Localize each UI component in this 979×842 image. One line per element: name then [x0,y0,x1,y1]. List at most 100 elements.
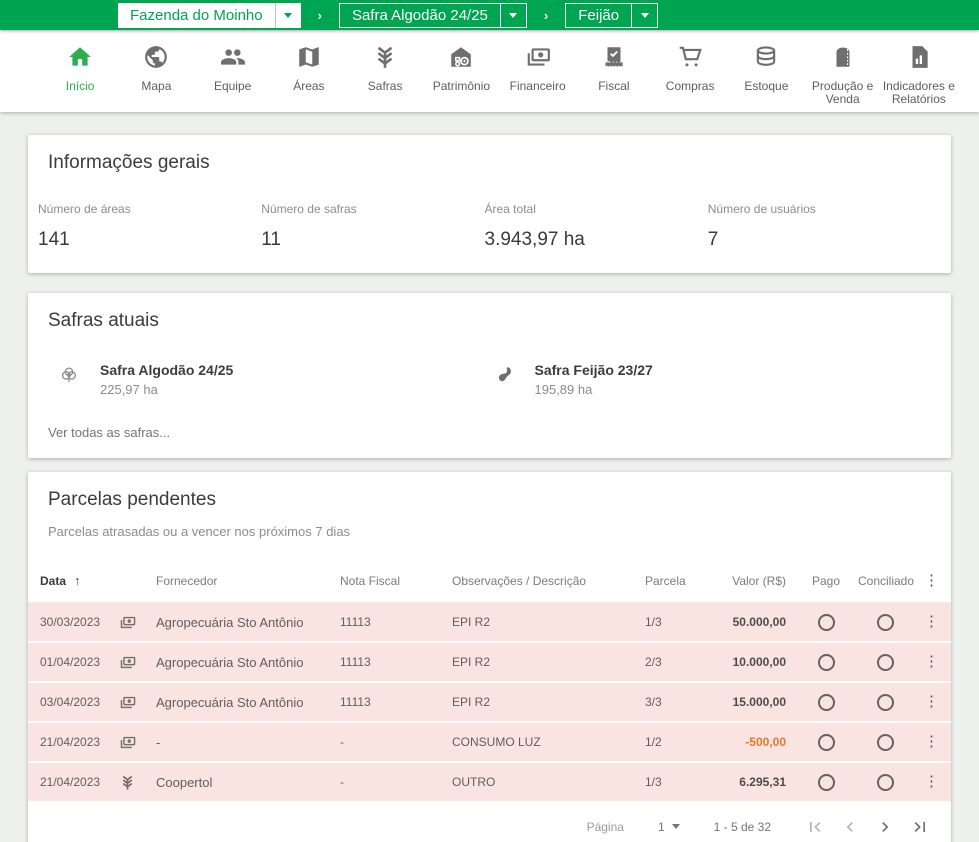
pago-toggle[interactable] [817,653,835,671]
chevron-down-icon[interactable] [499,3,526,27]
stat-value: 7 [707,229,719,250]
cell-value: 6.295,31 [739,775,786,789]
report-chart-icon [906,43,932,71]
table-row[interactable]: 01/04/2023 Agropecuária Sto Antônio 1111… [28,643,951,683]
cell-description: EPI R2 [452,655,491,669]
row-menu-button[interactable]: ⋮ [924,693,939,710]
cell-description: EPI R2 [452,695,491,709]
cell-supplier: Agropecuária Sto Antônio [156,614,304,630]
column-header-conciliado[interactable]: Conciliado [858,573,915,588]
crop-selector[interactable]: Feijão [565,2,659,28]
nav-item-equipe[interactable]: Equipe [195,43,271,93]
conciliado-toggle[interactable] [876,773,894,791]
receipt-check-icon [601,43,627,71]
nav-item-patrimonio[interactable]: Patrimônio [423,43,499,93]
page-select[interactable]: 1 [658,820,680,834]
cell-invoice: 11113 [340,695,371,709]
farm-selector[interactable]: Fazenda do Moinho [118,2,301,28]
banknote-icon [113,654,156,671]
card-subtitle: Parcelas atrasadas ou a vencer nos próxi… [48,524,351,539]
harvest-item[interactable]: Safra Algodão 24/25 225,97 ha [58,362,495,397]
conciliado-toggle[interactable] [876,653,894,671]
nav-item-safras[interactable]: Safras [347,43,423,93]
nav-label: Mapa [141,79,172,93]
nav-item-fiscal[interactable]: Fiscal [576,43,652,93]
cell-supplier: Agropecuária Sto Antônio [156,654,304,670]
page-content: Informações gerais Número de áreas 141 N… [0,112,979,842]
chevron-down-icon[interactable] [631,3,657,27]
stat-value: 141 [38,229,70,250]
cell-installment: 3/3 [645,695,662,709]
harvest-name: Safra Algodão 24/25 [100,362,234,378]
column-header-parcela[interactable]: Parcela [645,573,686,588]
nav-item-estoque[interactable]: Estoque [728,43,804,93]
nav-item-mapa[interactable]: Mapa [118,43,194,93]
cell-value: 15.000,00 [732,695,786,709]
column-header-pago[interactable]: Pago [811,573,841,588]
pending-installments-card: Parcelas pendentes Parcelas atrasadas ou… [28,472,951,842]
nav-item-financeiro[interactable]: Financeiro [500,43,576,93]
pago-toggle[interactable] [817,693,835,711]
nav-label: Equipe [213,79,252,93]
nav-item-areas[interactable]: Áreas [271,43,347,93]
table-row[interactable]: 21/04/2023 - - CONSUMO LUZ 1/2 -500,00 ⋮ [28,723,951,763]
cell-installment: 2/3 [645,655,662,669]
harvest-text: Safra Algodão 24/25 225,97 ha [100,362,233,397]
pago-toggle[interactable] [817,613,835,631]
nav-item-inicio[interactable]: Início [42,43,118,93]
harvest-item[interactable]: Safra Feijão 23/27 195,89 ha [495,362,932,397]
harvest-selector-label: Safra Algodão 24/25 [351,6,488,24]
silo-icon [830,43,856,71]
row-menu-button[interactable]: ⋮ [924,773,939,790]
cotton-icon [58,364,80,391]
conciliado-toggle[interactable] [876,733,894,751]
first-page-button[interactable] [797,814,832,840]
table-menu-button[interactable]: ⋮ [924,571,939,589]
cell-description: EPI R2 [452,615,491,629]
row-menu-button[interactable]: ⋮ [924,653,939,670]
row-menu-button[interactable]: ⋮ [924,733,939,750]
banknote-icon [113,734,156,751]
pago-toggle[interactable] [817,733,835,751]
nav-item-compras[interactable]: Compras [652,43,728,93]
home-icon [67,43,93,71]
nav-label: Indicadores e Relatórios [882,79,955,106]
conciliado-toggle[interactable] [876,613,894,631]
general-info-card: Informações gerais Número de áreas 141 N… [28,135,951,273]
nav-label: Patrimônio [432,79,491,93]
harvest-selector[interactable]: Safra Algodão 24/25 [338,2,527,28]
cell-installment: 1/3 [645,615,662,629]
conciliado-toggle[interactable] [876,693,894,711]
column-header-data[interactable]: Data ↑ [40,573,113,588]
nav-item-producao-venda[interactable]: Produção e Venda [805,43,881,106]
previous-page-button[interactable] [832,814,867,840]
stack-icon [753,43,779,71]
main-nav: Início Mapa Equipe Áreas Safras Patrimôn… [0,30,979,112]
nav-item-indicadores-relatorios[interactable]: Indicadores e Relatórios [881,43,957,106]
cell-invoice: - [340,735,344,749]
sort-asc-icon[interactable]: ↑ [74,573,81,588]
nav-label: Compras [665,79,715,93]
view-all-harvests-link[interactable]: Ver todas as safras... [48,425,171,440]
chevron-down-icon[interactable] [274,2,301,28]
nav-label: Safras [367,79,403,93]
crop-selector-label: Feijão [578,6,620,24]
column-header-observacoes[interactable]: Observações / Descrição [452,573,587,588]
table-row[interactable]: 21/04/2023 Coopertol - OUTRO 1/3 6.295,3… [28,763,951,803]
nav-label: Produção e Venda [811,79,874,106]
table-row[interactable]: 03/04/2023 Agropecuária Sto Antônio 1111… [28,683,951,723]
nav-label: Áreas [293,79,325,93]
page-number: 1 [657,819,665,834]
last-page-button[interactable] [902,814,937,840]
column-header-nota-fiscal[interactable]: Nota Fiscal [340,573,401,588]
table-row[interactable]: 30/03/2023 Agropecuária Sto Antônio 1111… [28,603,951,643]
next-page-button[interactable] [867,814,902,840]
cell-date: 01/04/2023 [40,655,101,669]
column-header-valor[interactable]: Valor (R$) [732,573,786,588]
cell-invoice: 11113 [340,615,371,629]
row-menu-button[interactable]: ⋮ [924,613,939,630]
pago-toggle[interactable] [817,773,835,791]
nav-label: Fiscal [598,79,630,93]
card-title: Informações gerais [48,152,210,173]
column-header-fornecedor[interactable]: Fornecedor [156,573,218,588]
